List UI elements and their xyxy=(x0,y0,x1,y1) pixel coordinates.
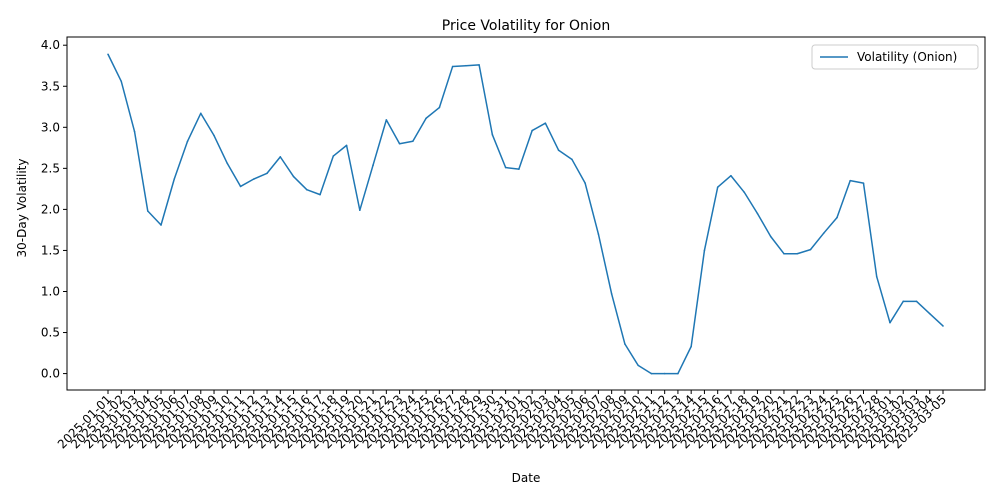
data-point xyxy=(862,182,865,184)
data-point xyxy=(359,209,361,212)
data-point xyxy=(902,300,905,303)
data-point xyxy=(412,140,414,143)
data-point xyxy=(319,193,321,196)
data-point xyxy=(610,293,613,295)
y-tick-label: 0.5 xyxy=(41,326,60,340)
data-point xyxy=(438,106,441,109)
data-point xyxy=(822,232,825,235)
data-point xyxy=(637,364,639,367)
data-point xyxy=(478,64,480,66)
y-tick-label: 1.5 xyxy=(41,243,60,257)
data-point xyxy=(942,325,944,327)
y-tick-label: 1.0 xyxy=(41,284,60,298)
data-point xyxy=(875,275,878,278)
data-point xyxy=(624,343,626,345)
data-point xyxy=(186,140,189,143)
data-point xyxy=(650,372,653,375)
data-point xyxy=(915,300,918,303)
plot-frame xyxy=(66,36,986,391)
y-tick-label: 2.5 xyxy=(41,161,60,175)
data-point xyxy=(518,168,520,170)
data-point xyxy=(385,119,388,121)
legend-label: Volatility (Onion) xyxy=(857,50,957,64)
data-point xyxy=(730,174,732,177)
data-point xyxy=(504,166,507,169)
data-point xyxy=(769,235,772,238)
legend-box xyxy=(811,44,979,70)
data-point xyxy=(584,182,586,184)
data-point xyxy=(597,233,600,235)
data-point xyxy=(398,142,401,145)
data-point xyxy=(756,212,759,215)
data-point xyxy=(465,64,467,67)
data-point xyxy=(226,162,229,165)
data-point xyxy=(146,210,149,212)
data-point xyxy=(889,321,891,324)
data-point xyxy=(703,249,706,252)
data-point xyxy=(306,188,308,191)
data-point xyxy=(783,252,785,255)
data-point xyxy=(160,224,162,226)
y-tick-label: 3.5 xyxy=(41,79,60,93)
data-point xyxy=(544,122,547,124)
chart-title: Price Volatility for Onion xyxy=(442,18,610,34)
data-point xyxy=(107,53,109,56)
data-point xyxy=(425,117,427,120)
data-point xyxy=(690,345,692,348)
y-tick-label: 3.0 xyxy=(41,120,60,134)
data-point xyxy=(716,186,719,189)
data-point xyxy=(133,130,136,133)
data-point xyxy=(849,179,852,182)
data-point xyxy=(677,372,679,375)
data-point xyxy=(199,112,202,115)
data-point xyxy=(557,149,560,152)
data-point xyxy=(451,65,454,68)
data-point xyxy=(571,158,573,161)
y-tick-label: 0.0 xyxy=(41,367,60,381)
data-point xyxy=(809,248,812,251)
data-point xyxy=(345,144,348,147)
data-point xyxy=(663,372,666,375)
data-point xyxy=(266,172,268,175)
data-point xyxy=(173,178,176,180)
data-point xyxy=(928,312,931,315)
data-point xyxy=(372,164,374,166)
data-point xyxy=(120,80,123,83)
y-tick-label: 4.0 xyxy=(41,38,60,52)
y-tick-label: 2.0 xyxy=(41,202,60,216)
data-point xyxy=(491,133,494,136)
legend: Volatility (Onion) xyxy=(811,44,979,70)
data-point xyxy=(531,129,533,132)
data-point xyxy=(279,156,282,158)
data-point xyxy=(743,191,745,193)
data-point xyxy=(836,216,838,219)
data-point xyxy=(292,175,295,178)
data-point xyxy=(239,185,242,188)
data-point xyxy=(796,252,799,255)
data-point xyxy=(213,134,215,137)
x-axis-label: Date xyxy=(512,471,541,485)
data-point xyxy=(332,155,335,157)
y-axis-label: 30-Day Volatility xyxy=(15,159,29,258)
data-point xyxy=(252,178,255,180)
series-line xyxy=(107,53,944,375)
